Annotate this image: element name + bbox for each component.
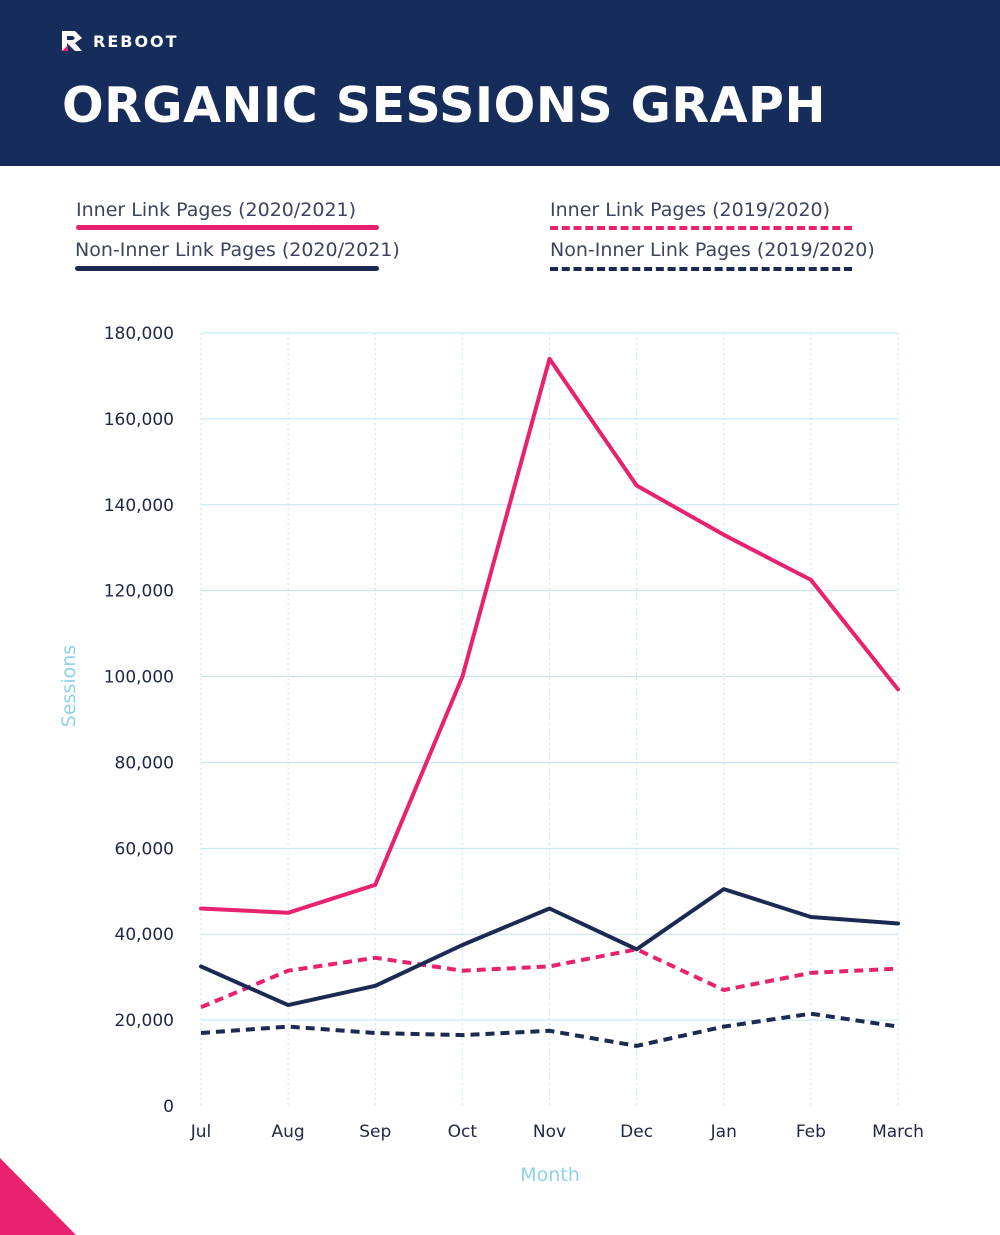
series-line-dashed-3 [200, 1011, 899, 1048]
series-line-solid-0 [199, 356, 900, 915]
series-lines [199, 356, 900, 1048]
y-tick-label: 60,000 [115, 839, 174, 859]
x-tick-label: Oct [448, 1122, 478, 1142]
y-tick-label: 180,000 [104, 324, 174, 344]
legend-swatch-solid-navy [75, 266, 379, 271]
legend-swatch-solid-pink [76, 225, 379, 230]
brand-name: REBOOT [93, 31, 179, 51]
x-axis-ticks: Jul Aug Sep Oct Nov Dec Jan Feb March [190, 1122, 924, 1142]
x-tick-label: Dec [620, 1122, 653, 1142]
x-tick-label: Aug [272, 1122, 305, 1142]
legend-label: Inner Link Pages (2019/2020) [550, 199, 831, 221]
y-axis-ticks: 0 20,000 40,000 60,000 80,000 100,000 120,000 1… [104, 324, 174, 1117]
legend-swatch-dashed-navy [550, 267, 852, 271]
x-tick-label: Sep [359, 1122, 391, 1142]
x-axis-title: Month [520, 1164, 580, 1186]
brand: REBOOT [61, 30, 179, 52]
y-tick-label: 0 [163, 1097, 174, 1117]
grid-lines [200, 332, 899, 1106]
legend-label: Non-Inner Link Pages (2020/2021) [75, 239, 400, 261]
legend-label: Non-Inner Link Pages (2019/2020) [550, 239, 875, 261]
series-line-solid-1 [199, 887, 900, 1008]
legend-label: Inner Link Pages (2020/2021) [76, 199, 357, 221]
x-tick-label: Feb [796, 1122, 826, 1142]
legend-swatch-dashed-pink [550, 226, 852, 230]
corner-triangle-decoration [0, 1158, 76, 1235]
y-tick-label: 120,000 [104, 582, 174, 602]
reboot-r-logo-icon [62, 31, 82, 51]
header-banner: REBOOT ORGANIC SESSIONS GRAPH [0, 0, 1000, 166]
y-tick-label: 80,000 [115, 753, 174, 773]
y-tick-label: 20,000 [115, 1011, 174, 1031]
x-tick-label: Jul [190, 1122, 212, 1142]
x-tick-label: Jan [710, 1122, 737, 1142]
page-title: ORGANIC SESSIONS GRAPH [62, 77, 826, 134]
y-axis-title: Sessions [58, 645, 80, 727]
y-tick-label: 100,000 [104, 668, 174, 688]
series-line-dashed-2 [200, 947, 899, 1010]
y-tick-label: 160,000 [104, 410, 174, 430]
y-tick-label: 140,000 [104, 496, 174, 516]
x-tick-label: Nov [533, 1122, 566, 1142]
x-tick-label: March [872, 1122, 924, 1142]
y-tick-label: 40,000 [115, 925, 174, 945]
